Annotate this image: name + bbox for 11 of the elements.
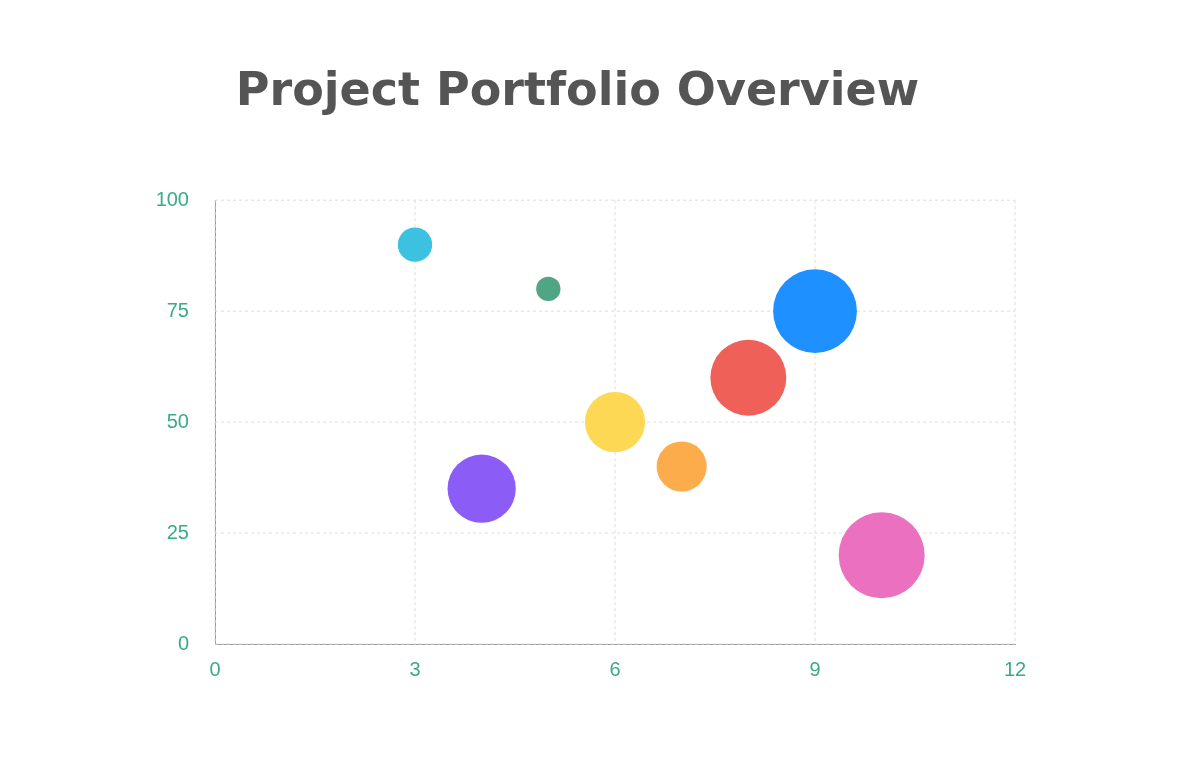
x-tick-label: 3 — [409, 657, 421, 680]
x-tick-label: 12 — [1003, 657, 1027, 680]
y-tick-label: 25 — [166, 520, 189, 543]
x-tick-label: 0 — [209, 657, 221, 680]
y-tick-label: 0 — [177, 631, 189, 654]
y-tick-label: 50 — [166, 409, 189, 432]
x-tick-label: 9 — [809, 657, 821, 680]
chart-title: Project Portfolio Overview — [235, 61, 920, 116]
y-tick-label: 100 — [155, 187, 189, 210]
y-tick-label: 75 — [166, 298, 189, 321]
x-tick-label: 6 — [609, 657, 621, 680]
